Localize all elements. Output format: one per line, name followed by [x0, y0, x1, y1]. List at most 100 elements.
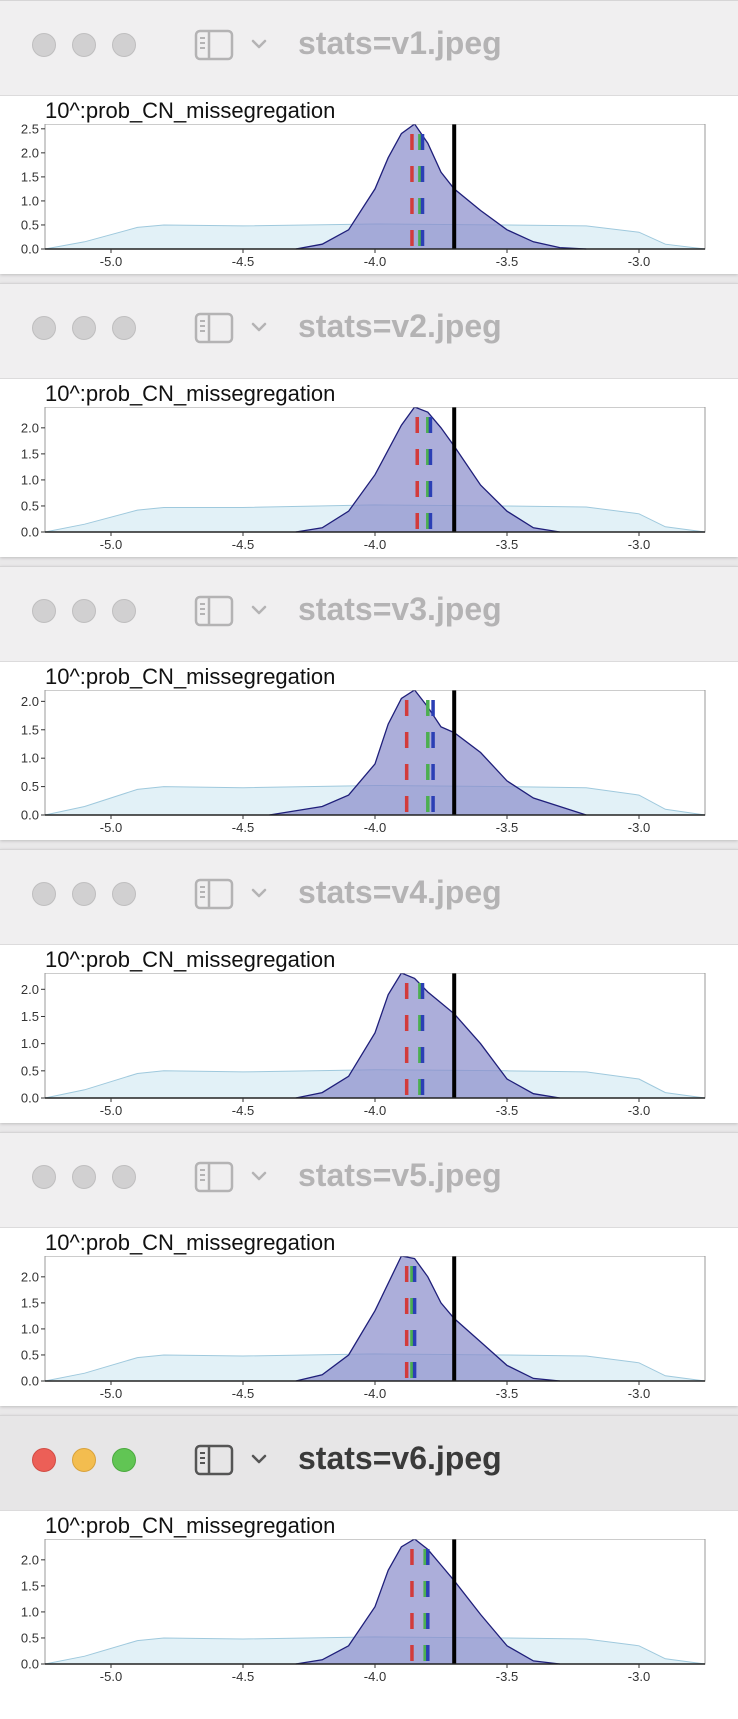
sidebar-icon[interactable] [194, 595, 234, 627]
chevron-down-icon[interactable] [250, 35, 268, 53]
x-tick-label: -4.0 [364, 537, 386, 552]
zoom-icon[interactable] [112, 33, 136, 57]
y-tick-label: 0.0 [21, 525, 39, 540]
x-tick-label: -5.0 [100, 820, 122, 835]
density-chart: -5.0 -4.5 -4.0 -3.5 -3.0 0.0 0.5 1.0 1.5 2.0 [21, 690, 706, 835]
posterior-density-area [295, 1256, 560, 1381]
density-chart: -5.0 -4.5 -4.0 -3.5 -3.0 0.0 0.5 1.0 1.5 2.0 [21, 1539, 706, 1684]
posterior-density-line [295, 124, 587, 250]
y-tick-label: 0.0 [21, 242, 39, 257]
sidebar-icon[interactable] [194, 1161, 234, 1193]
sidebar-icon[interactable] [194, 1444, 234, 1476]
zoom-icon[interactable] [112, 599, 136, 623]
y-tick-label: 1.5 [21, 169, 39, 184]
density-chart: -5.0 -4.5 -4.0 -3.5 -3.0 0.0 0.5 1.0 1.5 2.0 2.5 [21, 124, 706, 269]
window-titlebar[interactable]: stats=v3.jpeg [0, 567, 738, 662]
close-icon[interactable] [32, 882, 56, 906]
y-tick-label: 0.0 [21, 1657, 39, 1672]
chart-title: 10^:prob_CN_missegregation [45, 664, 336, 689]
close-icon[interactable] [32, 33, 56, 57]
posterior-density-area [269, 690, 587, 815]
close-icon[interactable] [32, 1165, 56, 1189]
viewer-window[interactable]: stats=v5.jpeg 10^:prob_CN_missegregation -… [0, 1132, 738, 1406]
y-tick-label: 1.5 [21, 1578, 39, 1593]
x-tick-label: -4.5 [232, 1386, 254, 1401]
sidebar-icon[interactable] [194, 312, 234, 344]
zoom-icon[interactable] [112, 1165, 136, 1189]
chart-title: 10^:prob_CN_missegregation [45, 381, 336, 406]
chevron-down-icon[interactable] [250, 318, 268, 336]
minimize-icon[interactable] [72, 1165, 96, 1189]
x-tick-label: -3.0 [628, 254, 650, 269]
minimize-icon[interactable] [72, 882, 96, 906]
density-chart: -5.0 -4.5 -4.0 -3.5 -3.0 0.0 0.5 1.0 1.5 2.0 [21, 973, 706, 1118]
window-title: stats=v3.jpeg [298, 591, 502, 627]
y-tick-label: 1.5 [21, 722, 39, 737]
window-titlebar[interactable]: stats=v1.jpeg [0, 1, 738, 96]
chart-title: 10^:prob_CN_missegregation [45, 1513, 336, 1538]
chevron-down-icon[interactable] [250, 601, 268, 619]
close-icon[interactable] [32, 316, 56, 340]
y-tick-label: 1.5 [21, 1295, 39, 1310]
minimize-icon[interactable] [72, 33, 96, 57]
viewer-window[interactable]: stats=v4.jpeg 10^:prob_CN_missegregation -… [0, 849, 738, 1123]
y-tick-label: 1.0 [21, 472, 39, 487]
chevron-down-icon[interactable] [250, 1450, 268, 1468]
chevron-down-icon[interactable] [250, 1167, 268, 1185]
minimize-icon[interactable] [72, 1448, 96, 1472]
x-tick-label: -5.0 [100, 537, 122, 552]
sidebar-icon[interactable] [194, 878, 234, 910]
x-tick-label: -3.0 [628, 537, 650, 552]
chevron-down-icon[interactable] [250, 884, 268, 902]
y-tick-label: 0.5 [21, 1630, 39, 1645]
zoom-icon[interactable] [112, 1448, 136, 1472]
x-tick-label: -3.5 [496, 1103, 518, 1118]
viewer-window[interactable]: stats=v6.jpeg 10^:prob_CN_missegregation -… [0, 1415, 738, 1719]
zoom-icon[interactable] [112, 316, 136, 340]
posterior-density-line [295, 407, 560, 533]
density-chart: -5.0 -4.5 -4.0 -3.5 -3.0 0.0 0.5 1.0 1.5 2.0 [21, 1256, 706, 1401]
y-tick-label: 2.0 [21, 420, 39, 435]
y-tick-label: 0.5 [21, 1347, 39, 1362]
y-tick-label: 1.0 [21, 751, 39, 766]
viewer-window[interactable]: stats=v3.jpeg 10^:prob_CN_missegregation -… [0, 566, 738, 840]
viewer-window[interactable]: stats=v2.jpeg 10^:prob_CN_missegregation -… [0, 283, 738, 557]
y-tick-label: 0.5 [21, 779, 39, 794]
close-icon[interactable] [32, 1448, 56, 1472]
x-tick-label: -5.0 [100, 1386, 122, 1401]
x-tick-label: -4.0 [364, 820, 386, 835]
density-chart: -5.0 -4.5 -4.0 -3.5 -3.0 0.0 0.5 1.0 1.5 2.0 [21, 407, 706, 552]
y-tick-label: 2.0 [21, 1269, 39, 1284]
y-tick-label: 0.5 [21, 1063, 39, 1078]
window-title: stats=v2.jpeg [298, 308, 502, 344]
window-titlebar[interactable]: stats=v6.jpeg [0, 1416, 738, 1511]
x-tick-label: -3.5 [496, 254, 518, 269]
zoom-icon[interactable] [112, 882, 136, 906]
chart-title: 10^:prob_CN_missegregation [45, 1230, 336, 1255]
y-tick-label: 0.0 [21, 1091, 39, 1106]
close-icon[interactable] [32, 599, 56, 623]
y-tick-label: 1.0 [21, 193, 39, 208]
posterior-density-area [295, 124, 587, 249]
x-tick-label: -4.5 [232, 820, 254, 835]
y-tick-label: 1.0 [21, 1321, 39, 1336]
minimize-icon[interactable] [72, 316, 96, 340]
x-tick-label: -4.0 [364, 1386, 386, 1401]
viewer-window[interactable]: stats=v1.jpeg 10^:prob_CN_missegregation -… [0, 0, 738, 274]
minimize-icon[interactable] [72, 599, 96, 623]
posterior-density-area [295, 973, 560, 1098]
x-tick-label: -4.0 [364, 1669, 386, 1684]
window-titlebar[interactable]: stats=v5.jpeg [0, 1133, 738, 1228]
window-titlebar[interactable]: stats=v4.jpeg [0, 850, 738, 945]
window-titlebar[interactable]: stats=v2.jpeg [0, 284, 738, 379]
posterior-density-line [295, 1256, 560, 1382]
y-tick-label: 0.0 [21, 808, 39, 823]
chart-title: 10^:prob_CN_missegregation [45, 947, 336, 972]
window-title: stats=v5.jpeg [298, 1157, 502, 1193]
y-tick-label: 2.5 [21, 124, 39, 136]
x-tick-label: -4.5 [232, 1103, 254, 1118]
y-tick-label: 1.5 [21, 1009, 39, 1024]
y-tick-label: 1.5 [21, 446, 39, 461]
sidebar-icon[interactable] [194, 29, 234, 61]
x-tick-label: -4.5 [232, 254, 254, 269]
